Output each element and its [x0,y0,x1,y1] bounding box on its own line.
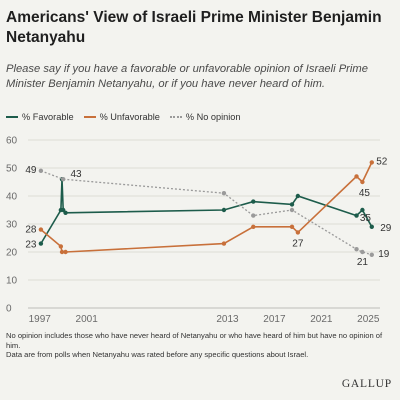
data-point-no-opinion [251,213,256,218]
note-no-opinion: No opinion includes those who have never… [6,331,383,350]
data-point-no-opinion [354,247,359,252]
data-point-unfavorable [251,224,256,229]
x-tick-label: 2025 [357,314,380,325]
data-label-favorable: 23 [25,240,37,251]
data-point-favorable [221,207,227,213]
data-point-unfavorable [295,230,301,235]
chart-notes: No opinion includes those who have never… [6,331,394,360]
series-line-no-opinion [40,170,372,256]
note-data-source: Data are from polls when Netanyahu was r… [6,350,309,359]
gallup-logo: GALLUP [341,378,392,390]
legend-label-favorable: % Favorable [22,112,74,122]
data-point-unfavorable [58,244,64,249]
data-point-unfavorable [360,179,365,185]
legend-item-no-opinion: % No opinion [169,112,241,122]
data-point-no-opinion [289,207,295,213]
data-point-favorable [63,210,68,215]
data-label-favorable: 43 [70,169,82,180]
data-point-favorable [369,224,374,229]
data-point-unfavorable [289,224,295,229]
legend-swatch-favorable [6,116,18,118]
series-line-unfavorable [40,162,373,253]
data-point-no-opinion [221,191,227,196]
legend-label-unfavorable: % Unfavorable [99,112,160,122]
data-label-favorable: 35 [360,213,372,224]
legend: % Favorable % Unfavorable % No opinion [6,110,241,124]
data-point-unfavorable [63,249,68,255]
legend-swatch-no-opinion [169,116,182,118]
y-tick-label: 40 [6,192,18,203]
data-point-favorable [295,193,301,199]
data-point-favorable [354,213,359,218]
legend-item-unfavorable: % Unfavorable [83,112,160,122]
data-label-favorable: 29 [380,223,392,234]
y-tick-label: 0 [6,304,12,315]
data-label-no-opinion: 21 [357,257,369,268]
data-point-favorable [289,202,295,207]
data-point-unfavorable [38,227,44,232]
data-point-favorable [38,241,44,246]
x-tick-label: 2017 [263,314,286,325]
data-point-no-opinion [61,177,66,182]
legend-swatch-unfavorable [83,116,96,118]
chart-title: Americans' View of Israeli Prime Ministe… [6,9,382,46]
y-tick-label: 20 [6,248,18,259]
data-point-favorable [251,199,256,204]
series-line-favorable [40,179,373,245]
y-tick-label: 60 [6,136,18,147]
data-label-unfavorable: 27 [292,238,304,249]
data-point-unfavorable [369,160,374,165]
data-label-unfavorable: 52 [376,156,388,167]
legend-label-no-opinion: % No opinion [185,112,241,122]
data-point-no-opinion [360,249,365,255]
y-tick-label: 10 [6,276,18,287]
chart-subtitle: Please say if you have a favorable or un… [6,63,368,90]
y-tick-label: 50 [6,164,18,175]
data-point-no-opinion [38,168,44,173]
legend-item-favorable: % Favorable [6,112,74,122]
data-point-unfavorable [59,249,65,255]
line-chart: 0 10 20 30 40 50 60 1997 2001 2013 2017 2021 2025 23 4… [6,136,392,326]
data-label-unfavorable: 45 [359,188,371,199]
data-point-no-opinion [369,252,374,257]
x-tick-label: 2013 [216,314,239,325]
data-point-unfavorable [221,241,227,246]
y-tick-label: 30 [6,220,18,231]
x-tick-label: 1997 [29,314,52,325]
data-label-no-opinion: 49 [25,165,37,176]
data-point-unfavorable [354,174,359,179]
x-tick-label: 2021 [310,314,333,325]
data-label-no-opinion: 19 [378,249,390,260]
data-label-unfavorable: 28 [25,225,37,236]
x-tick-label: 2001 [76,314,99,325]
data-point-favorable [360,207,365,213]
